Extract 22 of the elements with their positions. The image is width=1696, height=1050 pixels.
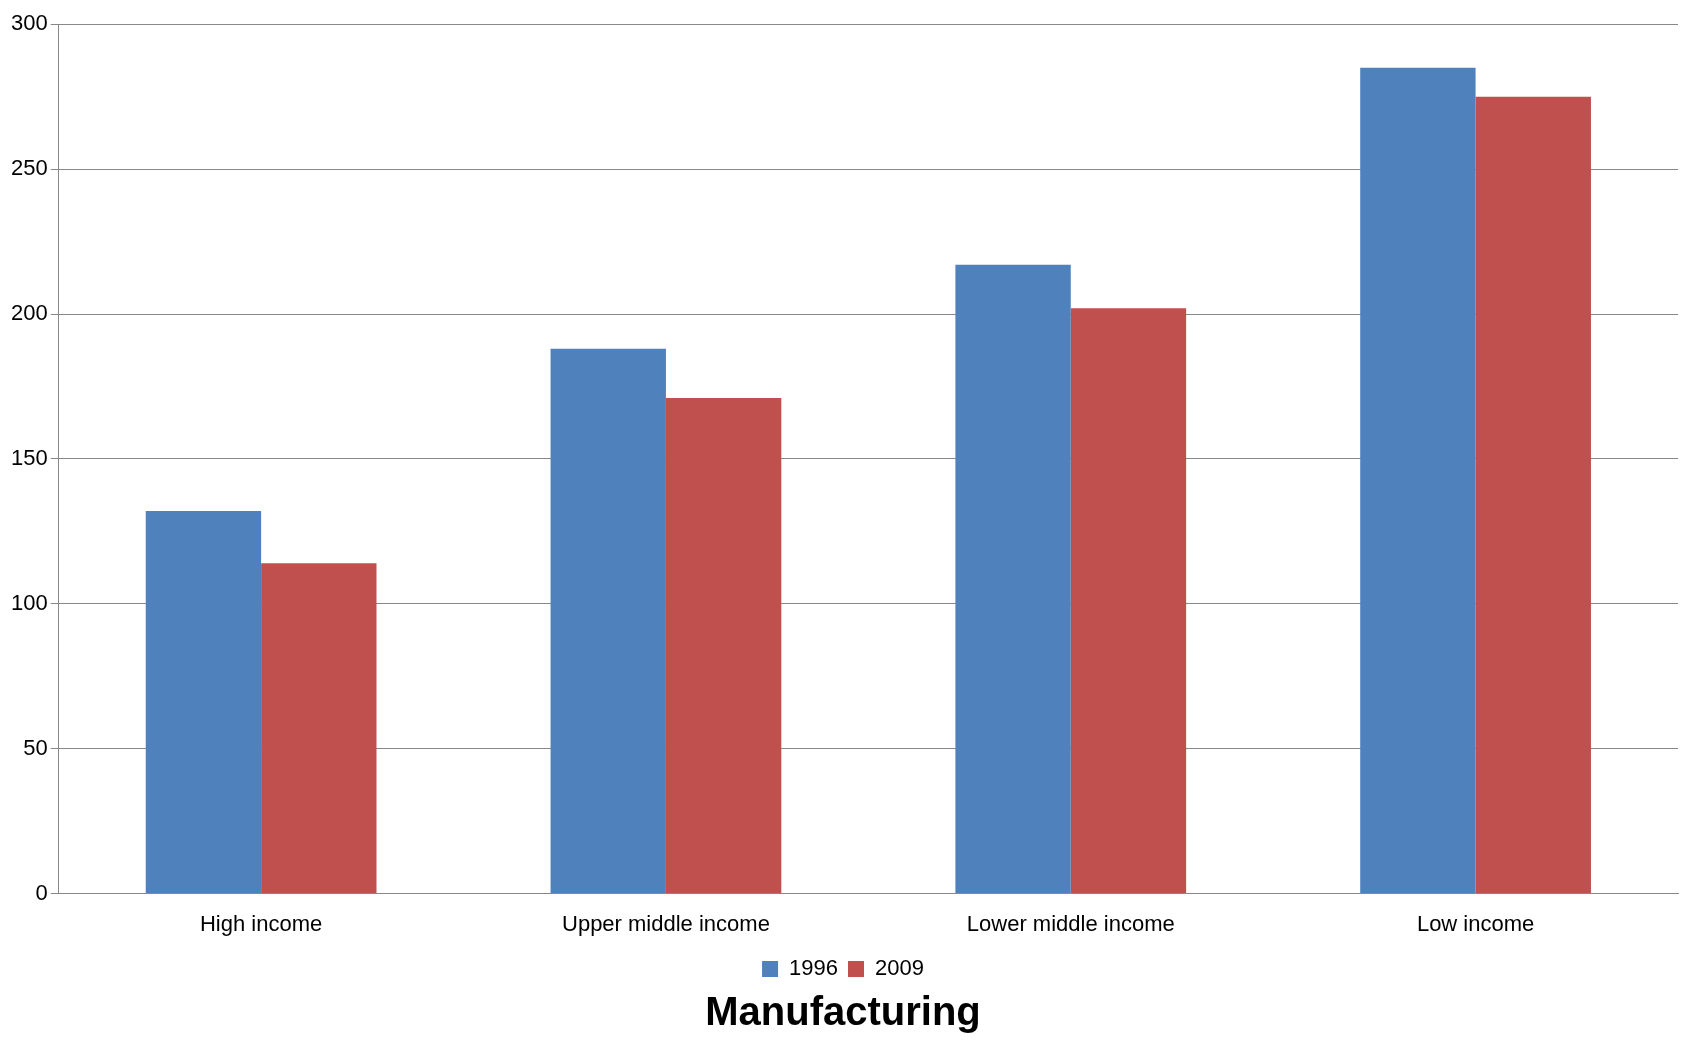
bar: [1475, 96, 1591, 894]
bar: [1070, 308, 1187, 894]
y-tick-label: 0: [35, 879, 48, 905]
bar: [1360, 67, 1476, 894]
y-tick-label: 200: [10, 300, 48, 326]
x-tick-label: Lower middle income: [966, 910, 1175, 936]
y-tick-label: 150: [10, 444, 48, 470]
y-tick-label: 50: [23, 734, 48, 760]
bar: [665, 398, 782, 894]
x-tick-label: Upper middle income: [562, 910, 770, 936]
bar: [261, 563, 377, 894]
x-tick-label: High income: [199, 910, 323, 936]
legend-label: 1996: [789, 955, 839, 981]
bar: [550, 348, 666, 894]
bar: [955, 264, 1071, 894]
x-tick-label: Low income: [1416, 910, 1535, 936]
bar: [145, 511, 262, 894]
y-tick-label: 100: [10, 589, 48, 615]
y-tick-label: 250: [10, 155, 48, 181]
text: Manufacturing: [705, 989, 981, 1034]
y-tick-label: 300: [10, 10, 48, 36]
legend-label: 2009: [875, 955, 924, 981]
